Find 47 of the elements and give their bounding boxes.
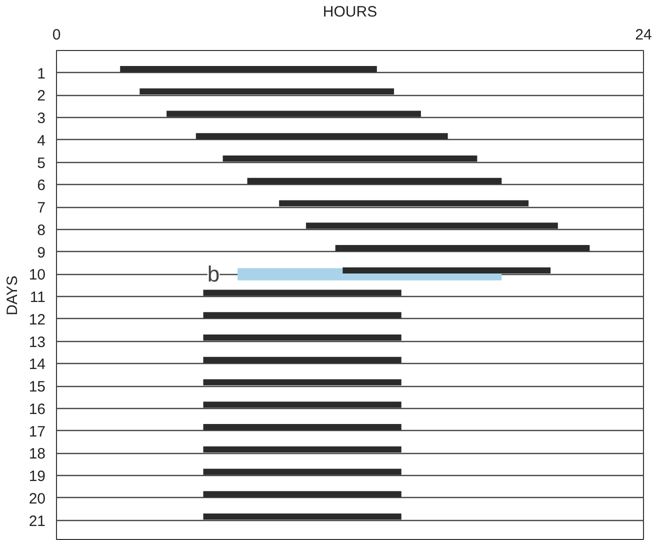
y-tick-label: 13	[28, 334, 46, 351]
y-tick-label: 10	[28, 266, 46, 284]
bar	[203, 379, 402, 386]
bar	[203, 424, 402, 430]
y-tick-label: 2	[37, 88, 46, 105]
y-tick-label: 9	[37, 244, 46, 262]
y-tick-label: 20	[28, 490, 46, 508]
bar	[120, 66, 377, 72]
y-tick-label: 15	[28, 378, 46, 396]
y-tick-label: 7	[37, 200, 46, 217]
y-tick-label: 14	[28, 356, 46, 374]
bar	[342, 267, 551, 274]
bar	[203, 514, 402, 520]
bar	[335, 245, 590, 252]
bar	[203, 312, 402, 318]
y-tick-label: 4	[37, 132, 46, 150]
bar	[279, 200, 529, 206]
bar	[203, 402, 402, 408]
bar	[196, 133, 448, 140]
y-tick-label: 5	[37, 154, 46, 172]
bar	[203, 446, 402, 452]
bar	[203, 491, 402, 498]
bar	[203, 356, 402, 363]
x-tick-label: 24	[635, 26, 652, 44]
y-tick-label: 12	[28, 311, 46, 328]
bar	[203, 334, 402, 341]
y-tick-label: 21	[28, 512, 46, 530]
y-tick-label: 19	[28, 468, 46, 486]
y-axis-title: DAYS	[4, 276, 21, 316]
y-tick-label: 1	[37, 65, 46, 82]
x-tick-label: 0	[52, 26, 61, 44]
bar	[222, 156, 478, 162]
y-tick-label: 17	[28, 423, 46, 440]
y-tick-label: 18	[28, 446, 46, 463]
bar	[203, 468, 402, 475]
bar	[306, 222, 558, 229]
y-tick-label: 16	[28, 400, 46, 418]
y-tick-label: 8	[37, 222, 46, 239]
bar	[203, 290, 402, 296]
bar	[166, 110, 421, 117]
y-tick-label: 6	[37, 177, 46, 194]
y-tick-label: 11	[30, 289, 46, 306]
y-tick-label: 3	[37, 110, 46, 128]
annotation: b	[207, 262, 220, 287]
x-axis-title: HOURS	[322, 4, 378, 20]
bar	[140, 88, 394, 94]
bar	[247, 178, 502, 184]
